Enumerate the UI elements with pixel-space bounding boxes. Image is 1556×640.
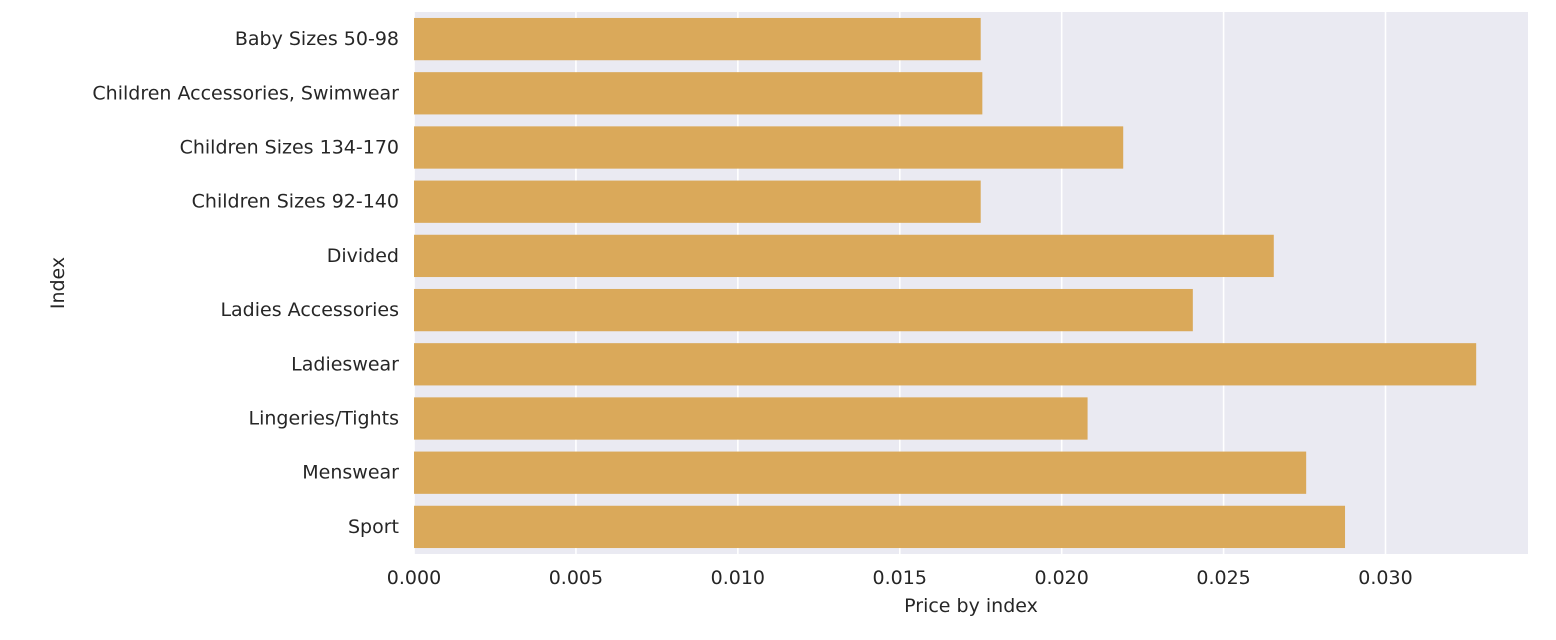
x-axis-label: Price by index bbox=[904, 595, 1038, 617]
y-tick-label-8: Menswear bbox=[302, 462, 399, 484]
y-tick-label-2: Children Sizes 134-170 bbox=[180, 137, 399, 159]
y-axis-label: Index bbox=[47, 257, 69, 309]
bars bbox=[414, 17, 1477, 549]
bar-1 bbox=[414, 72, 983, 115]
x-tick-label-3: 0.015 bbox=[873, 567, 927, 589]
y-tick-label-5: Ladies Accessories bbox=[220, 299, 399, 321]
bar-7 bbox=[414, 397, 1088, 440]
bar-0 bbox=[414, 17, 981, 61]
x-tick-label-1: 0.005 bbox=[549, 567, 603, 589]
x-tick-label-6: 0.030 bbox=[1358, 567, 1412, 589]
y-tick-label-7: Lingeries/Tights bbox=[249, 408, 400, 430]
bar-9 bbox=[414, 505, 1346, 549]
x-tick-label-5: 0.025 bbox=[1196, 567, 1250, 589]
y-tick-label-6: Ladieswear bbox=[291, 353, 399, 375]
bar-4 bbox=[414, 234, 1274, 278]
y-tick-labels: Baby Sizes 50-98 Children Accessories, Sw… bbox=[92, 28, 399, 538]
y-tick-label-9: Sport bbox=[348, 516, 399, 538]
x-tick-label-0: 0.000 bbox=[387, 567, 441, 589]
y-tick-label-4: Divided bbox=[327, 245, 399, 267]
bar-8 bbox=[414, 451, 1307, 494]
bar-2 bbox=[414, 126, 1124, 169]
bar-6 bbox=[414, 343, 1477, 386]
y-tick-label-1: Children Accessories, Swimwear bbox=[92, 82, 399, 104]
bar-5 bbox=[414, 288, 1193, 332]
x-tick-label-2: 0.010 bbox=[711, 567, 765, 589]
y-tick-label-3: Children Sizes 92-140 bbox=[192, 191, 399, 213]
y-tick-label-0: Baby Sizes 50-98 bbox=[235, 28, 399, 50]
bar-3 bbox=[414, 180, 981, 223]
x-tick-labels: 0.000 0.005 0.010 0.015 0.020 0.025 0.030 bbox=[387, 567, 1413, 589]
x-tick-label-4: 0.020 bbox=[1034, 567, 1088, 589]
